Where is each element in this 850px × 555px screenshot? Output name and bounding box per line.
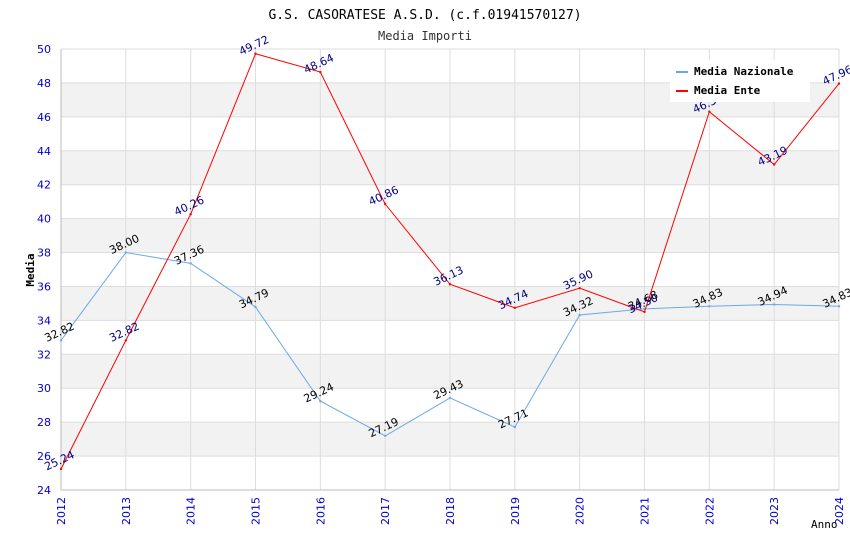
legend-label: Media Nazionale: [694, 65, 794, 78]
y-tick-label: 40: [37, 213, 51, 226]
data-point: [383, 434, 387, 438]
x-tick-label: 2019: [509, 497, 522, 525]
x-tick-label: 2016: [314, 497, 327, 525]
data-point: [189, 262, 192, 265]
y-axis-ticks: 24 26 28 30 32 34 36 38 40 42 44 46 48 50: [37, 43, 51, 497]
x-tick-label: 2017: [379, 497, 392, 525]
data-point: [189, 213, 192, 216]
data-point: [513, 306, 517, 310]
y-tick-label: 38: [37, 247, 51, 260]
data-point: [124, 251, 128, 254]
data-point: [578, 313, 581, 317]
y-tick-label: 32: [37, 348, 51, 361]
data-point: [772, 163, 776, 166]
data-point: [448, 283, 452, 286]
data-point: [837, 82, 841, 85]
y-axis-label: Media: [24, 253, 37, 286]
data-point: [59, 339, 63, 342]
y-tick-label: 26: [37, 450, 51, 463]
data-point: [319, 399, 322, 403]
y-tick-label: 28: [37, 416, 51, 429]
data-point: [772, 303, 776, 306]
data-point: [448, 396, 452, 400]
legend-box: [670, 60, 810, 102]
y-tick-label: 30: [37, 382, 51, 395]
data-label: 49.72: [237, 33, 271, 58]
y-tick-label: 48: [37, 77, 51, 90]
data-point: [578, 286, 581, 290]
x-tick-label: 2023: [768, 497, 781, 525]
data-point: [708, 110, 711, 113]
x-tick-label: 2013: [120, 497, 133, 525]
x-tick-label: 2024: [833, 497, 846, 525]
x-tick-label: 2018: [444, 497, 457, 525]
y-tick-label: 50: [37, 43, 51, 56]
data-point: [59, 467, 63, 471]
data-point: [643, 310, 646, 314]
data-label: 32.82: [107, 320, 141, 345]
data-label: 40.26: [172, 193, 206, 218]
y-tick-label: 44: [37, 145, 51, 158]
data-point: [254, 52, 257, 55]
grid-lines: [60, 48, 840, 491]
x-tick-label: 2021: [639, 497, 652, 525]
x-tick-label: 2020: [574, 497, 587, 525]
data-point: [124, 339, 128, 342]
x-tick-label: 2022: [703, 497, 716, 525]
y-tick-label: 46: [37, 111, 51, 124]
chart-title: G.S. CASORATESE A.S.D. (c.f.01941570127): [268, 8, 581, 23]
axes: [60, 49, 839, 491]
data-label: 48.64: [302, 51, 336, 76]
y-tick-label: 34: [37, 314, 51, 327]
x-axis-label: Anno: [811, 518, 838, 531]
data-point: [708, 305, 711, 308]
data-point: [319, 70, 322, 74]
data-label: 40.86: [367, 183, 401, 208]
data-point: [513, 425, 517, 429]
chart-subtitle: Media Importi: [378, 29, 472, 43]
x-tick-label: 2014: [185, 497, 198, 525]
legend: Media Nazionale Media Ente: [670, 60, 810, 102]
x-axis-ticks: 2012 2013 2014 2015 2016 2017 2018 2019 2020 2021…: [55, 497, 846, 525]
y-tick-label: 24: [37, 484, 51, 497]
legend-label: Media Ente: [694, 84, 761, 97]
data-point: [383, 202, 387, 206]
data-point: [254, 305, 257, 309]
x-tick-label: 2015: [250, 497, 263, 525]
y-tick-label: 36: [37, 280, 51, 293]
x-tick-label: 2012: [55, 497, 68, 525]
data-point: [837, 305, 841, 308]
y-tick-label: 42: [37, 179, 51, 192]
